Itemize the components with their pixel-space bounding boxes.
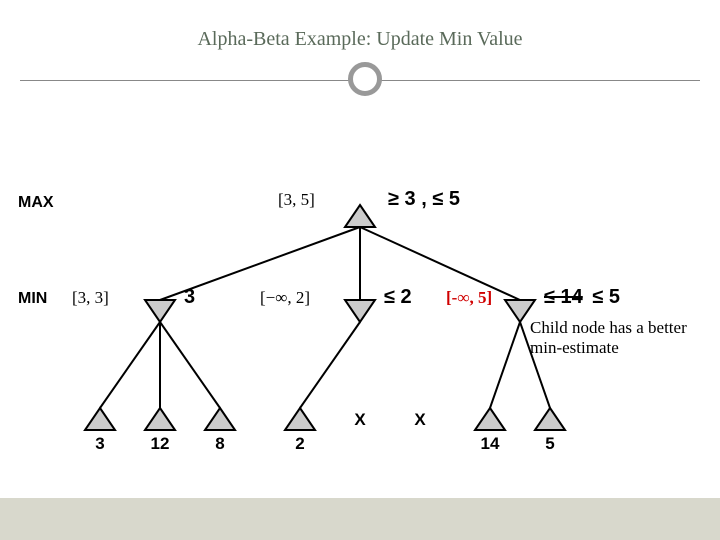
min0-interval: [3, 3] [72, 288, 109, 308]
min2-cond-strike: ≤ 14 [544, 286, 583, 308]
min2-cond-suffix: ≤ 5 [592, 286, 620, 308]
slide-title: Alpha-Beta Example: Update Min Value [0, 28, 720, 51]
slide: Alpha-Beta Example: Update Min Value MAX… [0, 0, 720, 540]
root-interval: [3, 5] [278, 190, 315, 210]
leaf-value: 5 [530, 434, 570, 454]
leaf-value: 14 [470, 434, 510, 454]
annotation-line1: Child node has a better [530, 318, 687, 337]
leaf-value: 3 [80, 434, 120, 454]
root-cond-prefix: ≥ 3 , [388, 188, 427, 210]
leaf-value: 8 [200, 434, 240, 454]
row-label-min: MIN [18, 290, 47, 308]
root-condition: ≥ 3 , ≤ 5 [388, 188, 460, 211]
tree-diagram: MAX MIN [3, 5] ≥ 3 , ≤ 5 [3, 3] 3 [−∞, 2… [0, 140, 720, 480]
title-circle-icon [348, 62, 382, 96]
min0-cond: 3 [184, 286, 195, 309]
min2-interval: [-∞, 5] [446, 288, 492, 308]
leaf-cut: X [340, 410, 380, 430]
leaf-cut: X [400, 410, 440, 430]
row-label-max: MAX [18, 194, 54, 212]
min2-cond: ≤ 14 ≤ 5 [544, 286, 620, 309]
min1-cond: ≤ 2 [384, 286, 412, 309]
root-cond-suffix: ≤ 5 [432, 188, 460, 210]
annotation-line2: min-estimate [530, 338, 619, 357]
min1-interval: [−∞, 2] [260, 288, 310, 308]
bottom-band [0, 498, 720, 540]
leaf-value: 2 [280, 434, 320, 454]
annotation-text: Child node has a better min-estimate [530, 318, 720, 359]
leaf-value: 12 [140, 434, 180, 454]
